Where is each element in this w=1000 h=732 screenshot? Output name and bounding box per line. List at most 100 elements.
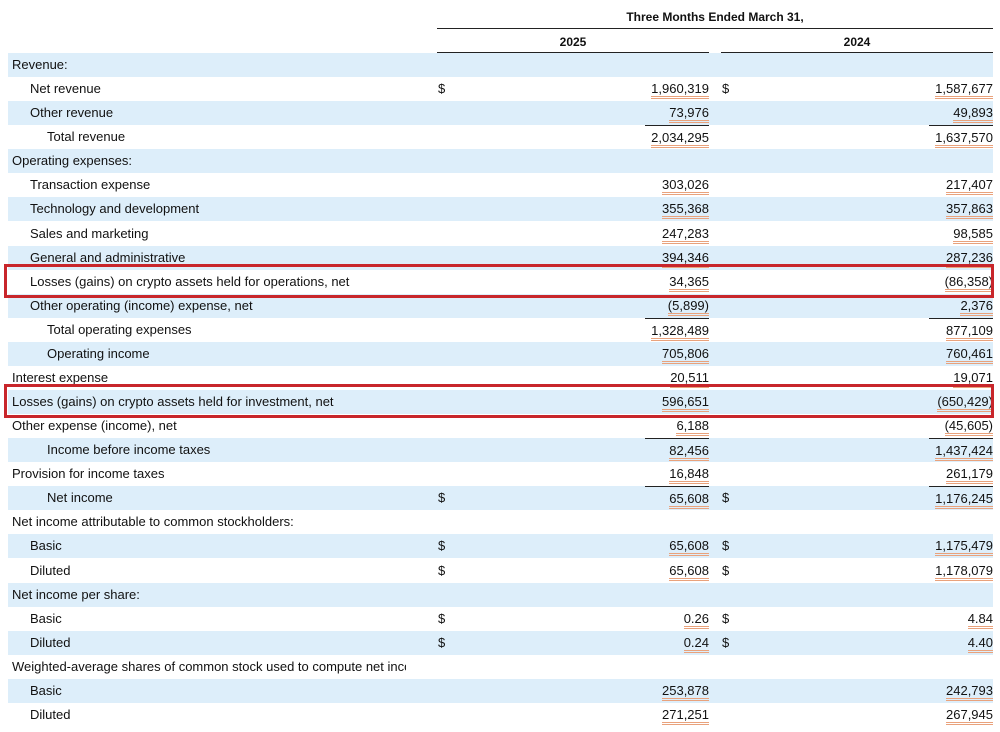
value: 6,188	[676, 418, 709, 437]
value: 1,587,677	[935, 81, 993, 100]
value-cell: 1,328,489	[645, 317, 709, 343]
value: 1,328,489	[651, 323, 709, 341]
value-cell: 303,026	[645, 173, 709, 197]
row-label: Diluted	[30, 706, 71, 722]
value-cell: 65,608	[645, 486, 709, 511]
row-label: Basic	[30, 610, 62, 626]
row-label: Interest expense	[12, 369, 109, 385]
table-row: Total revenue 2,034,295 1,637,570	[8, 125, 993, 149]
value: 65,608	[669, 563, 709, 581]
value-cell: 4.40	[929, 631, 993, 655]
value-cell: 760,461	[929, 342, 993, 366]
row-label: Net income per share:	[12, 586, 140, 602]
row-label: Net revenue	[30, 81, 101, 97]
value-cell: 357,863	[929, 197, 993, 221]
value-cell: 16,848	[645, 462, 709, 486]
value-cell: 217,407	[929, 173, 993, 197]
table-row: Diluted $ $65,608 1,178,079	[8, 559, 993, 583]
currency-sign: $	[438, 538, 446, 554]
value: 2,034,295	[651, 130, 709, 149]
row-label: Diluted	[30, 634, 71, 650]
row-label: Losses (gains) on crypto assets held for…	[30, 273, 350, 289]
table-row: Net income per share:	[8, 582, 993, 607]
value-cell: 877,109	[929, 317, 993, 343]
value: 4.84	[967, 611, 993, 629]
value: 1,178,079	[935, 563, 993, 581]
table-row: Income before income taxes 82,456 1,437,42…	[8, 438, 993, 463]
value: 271,251	[662, 707, 709, 725]
rule	[721, 52, 993, 53]
value: 65,608	[669, 491, 709, 510]
value-cell: 49,893	[929, 101, 993, 125]
column-header: 2024	[843, 35, 871, 49]
currency-sign: $	[722, 634, 730, 650]
value: 1,637,570	[935, 130, 993, 149]
value-cell: 0.26	[645, 607, 709, 631]
value: 596,651	[662, 394, 709, 412]
value: 253,878	[662, 683, 709, 701]
value-cell: 247,283	[645, 222, 709, 246]
row-label: Transaction expense	[30, 177, 151, 193]
value-cell: 65,608	[645, 534, 709, 558]
row-label: Operating expenses:	[12, 153, 132, 169]
value-cell: 1,637,570	[929, 125, 993, 150]
table-row: Interest expense 20,511 19,071	[8, 366, 993, 390]
value: 261,179	[946, 466, 993, 485]
value-cell: 1,437,424	[929, 438, 993, 463]
value-cell: (45,605)	[929, 414, 993, 438]
table-row: Total operating expenses 1,328,489 877,109	[8, 317, 993, 343]
row-label: Diluted	[30, 562, 71, 578]
value-cell: 596,651	[645, 390, 709, 414]
currency-sign: $	[722, 81, 730, 97]
row-label: Basic	[30, 682, 62, 698]
row-label: Net income	[47, 490, 113, 506]
value: 0.24	[683, 635, 709, 653]
value-cell: 1,178,079	[929, 559, 993, 583]
row-label: Losses (gains) on crypto assets held for…	[12, 394, 334, 409]
value: (650,429)	[937, 394, 993, 412]
value-cell: 65,608	[645, 559, 709, 583]
table-row: Net income $ $65,608 1,176,245	[8, 486, 993, 511]
row-label: Total revenue	[47, 129, 126, 145]
value: 98,585	[953, 226, 993, 244]
value: 49,893	[953, 105, 993, 124]
row-label: Sales and marketing	[30, 225, 149, 241]
row-label: Net income attributable to common stockh…	[12, 514, 294, 530]
value-cell: 2,034,295	[645, 125, 709, 150]
table-row: Weighted-average shares of common stock …	[8, 655, 993, 679]
value: 34,365	[669, 274, 709, 292]
value-cell: 705,806	[645, 342, 709, 366]
value: 303,026	[662, 177, 709, 196]
value-cell: 1,176,245	[929, 486, 993, 511]
value-cell: 82,456	[645, 438, 709, 463]
table-row: Technology and development 355,368 357,863	[8, 197, 993, 222]
table-row: Transaction expense 303,026 217,407	[8, 173, 993, 197]
value: 1,176,245	[935, 491, 993, 510]
row-label: Income before income taxes	[47, 442, 211, 458]
row-label: Technology and development	[30, 201, 200, 217]
value: 1,175,479	[935, 538, 993, 557]
value-cell: 355,368	[645, 197, 709, 221]
value-cell: 267,945	[929, 703, 993, 727]
value-cell: 1,960,319	[645, 77, 709, 101]
table-row: Other expense (income), net 6,188 (45,605)	[8, 414, 993, 438]
currency-sign: $	[438, 562, 446, 578]
currency-sign: $	[722, 562, 730, 578]
value-cell: 6,188	[645, 414, 709, 438]
table-row: Provision for income taxes 16,848 261,179	[8, 462, 993, 486]
table-row: Diluted $ $0.24 4.40	[8, 630, 993, 655]
table-row: Net income attributable to common stockh…	[8, 510, 993, 534]
value: 760,461	[946, 346, 993, 364]
value: (5,899)	[667, 298, 709, 316]
row-label: Provision for income taxes	[12, 466, 165, 482]
highlight-box	[4, 384, 994, 418]
value-cell: 2,376	[929, 294, 993, 318]
value: (45,605)	[944, 418, 993, 437]
rule	[437, 28, 993, 29]
value-cell: 4.84	[929, 607, 993, 631]
value-cell: 73,976	[645, 101, 709, 125]
value: 1,437,424	[935, 443, 993, 462]
table-row: Losses (gains) on crypto assets held for…	[8, 390, 993, 414]
value-cell: 98,585	[929, 222, 993, 246]
